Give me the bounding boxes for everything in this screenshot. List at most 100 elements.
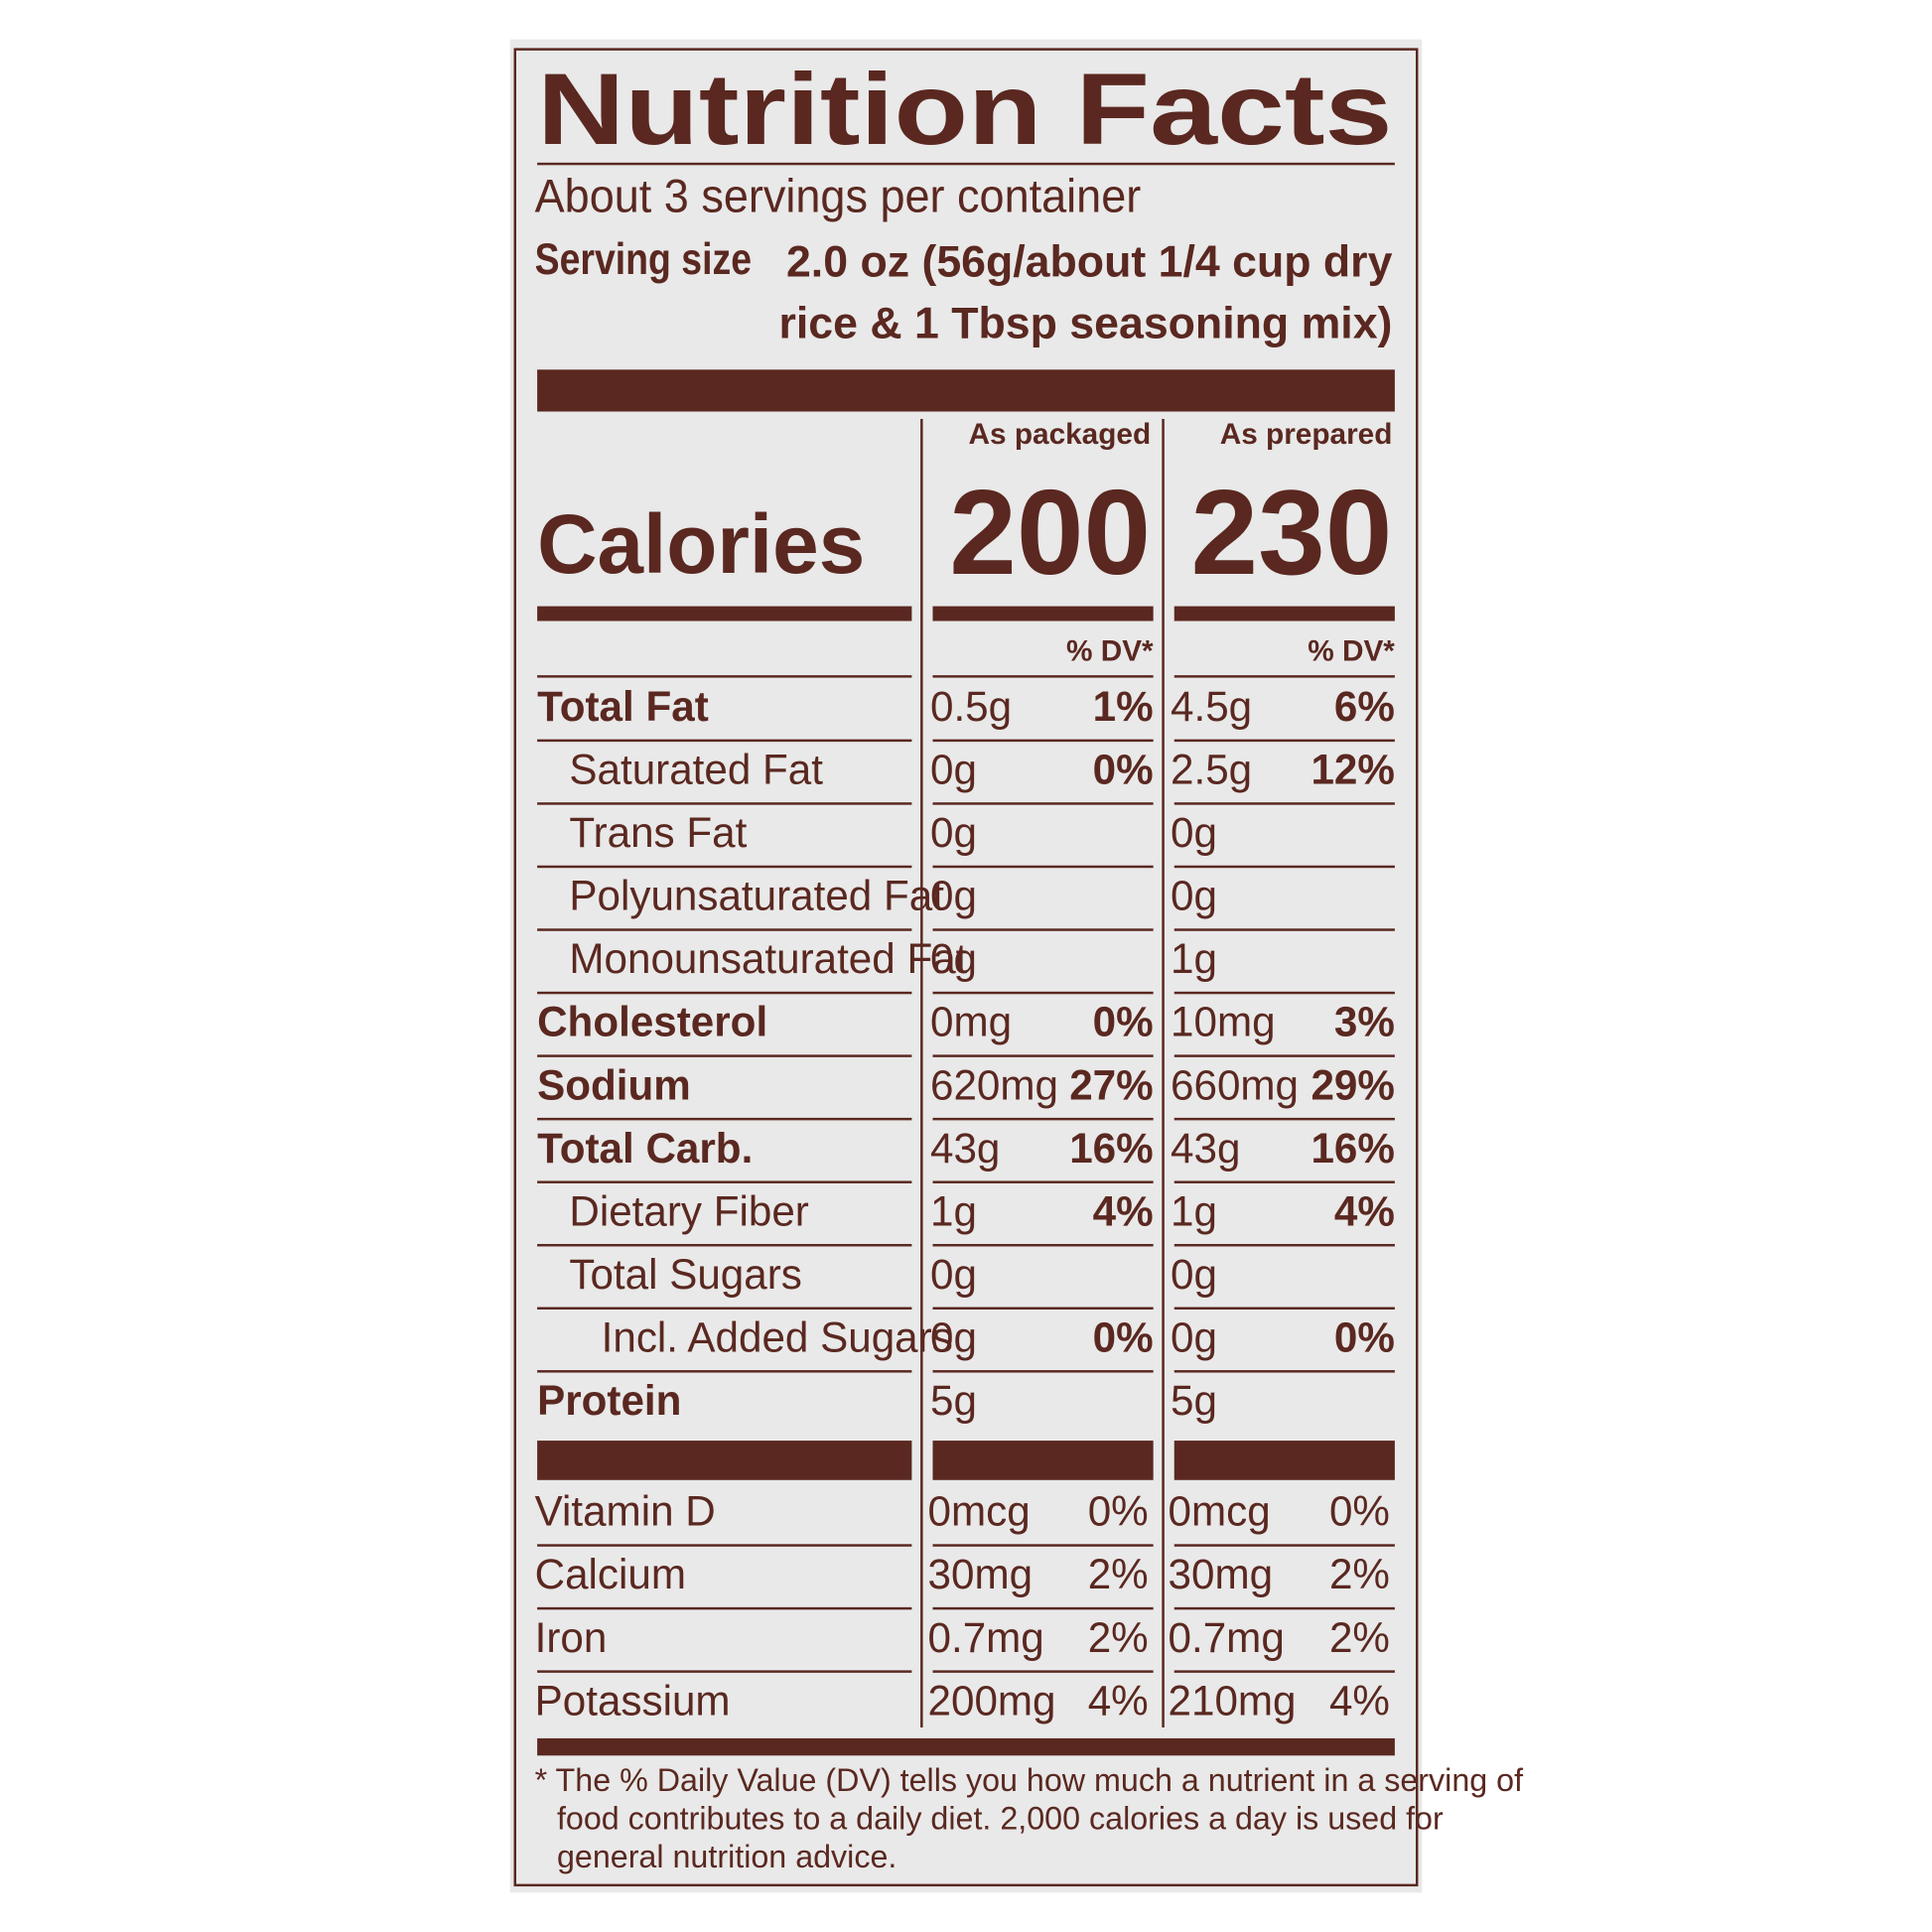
row-rule	[932, 739, 1154, 743]
nutrient-amount: 0g	[930, 873, 977, 919]
nutrient-name: Cholesterol	[537, 999, 767, 1045]
nutrient-amount: 2.5g	[1171, 747, 1252, 793]
thick-rule	[537, 1441, 912, 1480]
row-rule	[1173, 865, 1395, 869]
vitamin-amount: 30mg	[1169, 1551, 1274, 1597]
vitamin-dv: 2%	[1329, 1551, 1390, 1597]
footnote: general nutrition advice.	[557, 1839, 897, 1874]
thick-rule	[537, 1737, 1395, 1756]
vitamin-dv: 0%	[1329, 1488, 1390, 1535]
row-rule	[537, 1054, 912, 1057]
nutrient-amount: 0.5g	[930, 683, 1012, 730]
row-rule	[1173, 1544, 1395, 1547]
row-rule	[1173, 1117, 1395, 1121]
row-rule	[932, 1180, 1154, 1183]
nutrient-name: Monounsaturated Fat	[569, 935, 967, 982]
row-rule	[537, 1117, 912, 1121]
row-rule	[932, 928, 1154, 931]
row-rule	[537, 1670, 912, 1673]
row-rule	[537, 1307, 912, 1311]
nutrient-amount: 4.5g	[1171, 683, 1252, 730]
vitamin-amount: 200mg	[928, 1677, 1056, 1724]
thin-rule	[537, 675, 912, 678]
row-rule	[1173, 1054, 1395, 1057]
calories-label: Calories	[537, 497, 865, 591]
vitamin-name: Iron	[535, 1614, 608, 1661]
nutrient-amount: 0g	[930, 809, 977, 856]
row-rule	[932, 1606, 1154, 1610]
footnote: food contributes to a daily diet. 2,000 …	[557, 1801, 1444, 1837]
row-rule	[932, 865, 1154, 869]
row-rule	[537, 1544, 912, 1547]
row-rule	[932, 802, 1154, 805]
nutrient-amount: 10mg	[1171, 999, 1276, 1045]
nutrient-dv: 0%	[1093, 999, 1154, 1045]
label-border	[513, 48, 1419, 1887]
column-heading: As packaged	[969, 418, 1152, 451]
vitamin-name: Calcium	[535, 1551, 686, 1597]
row-rule	[537, 991, 912, 995]
calories-value: 200	[949, 465, 1151, 600]
label-background	[509, 39, 1423, 1893]
nutrient-amount: 0g	[930, 747, 977, 793]
vitamin-dv: 4%	[1329, 1677, 1390, 1724]
nutrient-dv: 27%	[1069, 1061, 1153, 1108]
calories-value: 230	[1191, 465, 1393, 600]
title: Nutrition Facts	[537, 53, 1392, 166]
column-divider	[920, 418, 923, 1727]
column-divider	[1162, 418, 1165, 1727]
nutrient-name: Dietary Fiber	[569, 1187, 808, 1234]
serving-size-value: 2.0 oz (56g/about 1/4 cup dry	[786, 238, 1393, 287]
calories-rule	[537, 606, 912, 621]
row-rule	[537, 802, 912, 805]
row-rule	[1173, 1243, 1395, 1247]
row-rule	[537, 1243, 912, 1247]
nutrient-amount: 1g	[1171, 935, 1217, 982]
nutrient-amount: 0g	[1171, 1313, 1217, 1360]
nutrient-amount: 0g	[1171, 1251, 1217, 1298]
serving-size-label: Serving size	[535, 235, 752, 284]
servings: About 3 servings per container	[535, 170, 1142, 222]
thick-rule	[1173, 1441, 1395, 1480]
nutrient-dv: 1%	[1093, 683, 1154, 730]
title-rule	[537, 162, 1395, 166]
nutrient-dv: 4%	[1093, 1187, 1154, 1234]
nutrient-dv: 3%	[1334, 999, 1395, 1045]
vitamin-amount: 0.7mg	[1169, 1614, 1285, 1661]
calories-rule	[1173, 606, 1395, 621]
nutrient-name: Sodium	[537, 1061, 691, 1108]
row-rule	[537, 928, 912, 931]
nutrient-amount: 660mg	[1171, 1061, 1299, 1108]
nutrient-name: Total Sugars	[569, 1251, 802, 1298]
nutrient-amount: 43g	[930, 1125, 1000, 1172]
nutrient-amount: 0g	[930, 935, 977, 982]
row-rule	[1173, 739, 1395, 743]
vitamin-name: Vitamin D	[535, 1488, 716, 1535]
row-rule	[1173, 1370, 1395, 1373]
vitamin-dv: 2%	[1329, 1614, 1390, 1661]
vitamin-dv: 2%	[1088, 1551, 1149, 1597]
nutrient-dv: 6%	[1334, 683, 1395, 730]
thick-rule	[932, 1441, 1154, 1480]
thick-rule	[537, 369, 1395, 412]
dv-header: % DV*	[1066, 635, 1154, 668]
nutrient-amount: 1g	[1171, 1187, 1217, 1234]
nutrient-name: Saturated Fat	[569, 747, 823, 793]
row-rule	[1173, 1606, 1395, 1610]
nutrient-amount: 1g	[930, 1187, 977, 1234]
row-rule	[1173, 802, 1395, 805]
nutrient-name: Protein	[537, 1377, 681, 1424]
nutrient-dv: 0%	[1334, 1313, 1395, 1360]
nutrient-name: Total Fat	[537, 683, 709, 730]
row-rule	[932, 1243, 1154, 1247]
row-rule	[1173, 1180, 1395, 1183]
nutrient-amount: 0mg	[930, 999, 1012, 1045]
vitamin-dv: 4%	[1088, 1677, 1149, 1724]
row-rule	[537, 865, 912, 869]
nutrient-name: Total Carb.	[537, 1125, 753, 1172]
nutrient-dv: 0%	[1093, 747, 1154, 793]
nutrient-amount: 620mg	[930, 1061, 1058, 1108]
nutrient-name: Trans Fat	[569, 809, 747, 856]
nutrient-amount: 5g	[1171, 1377, 1217, 1424]
